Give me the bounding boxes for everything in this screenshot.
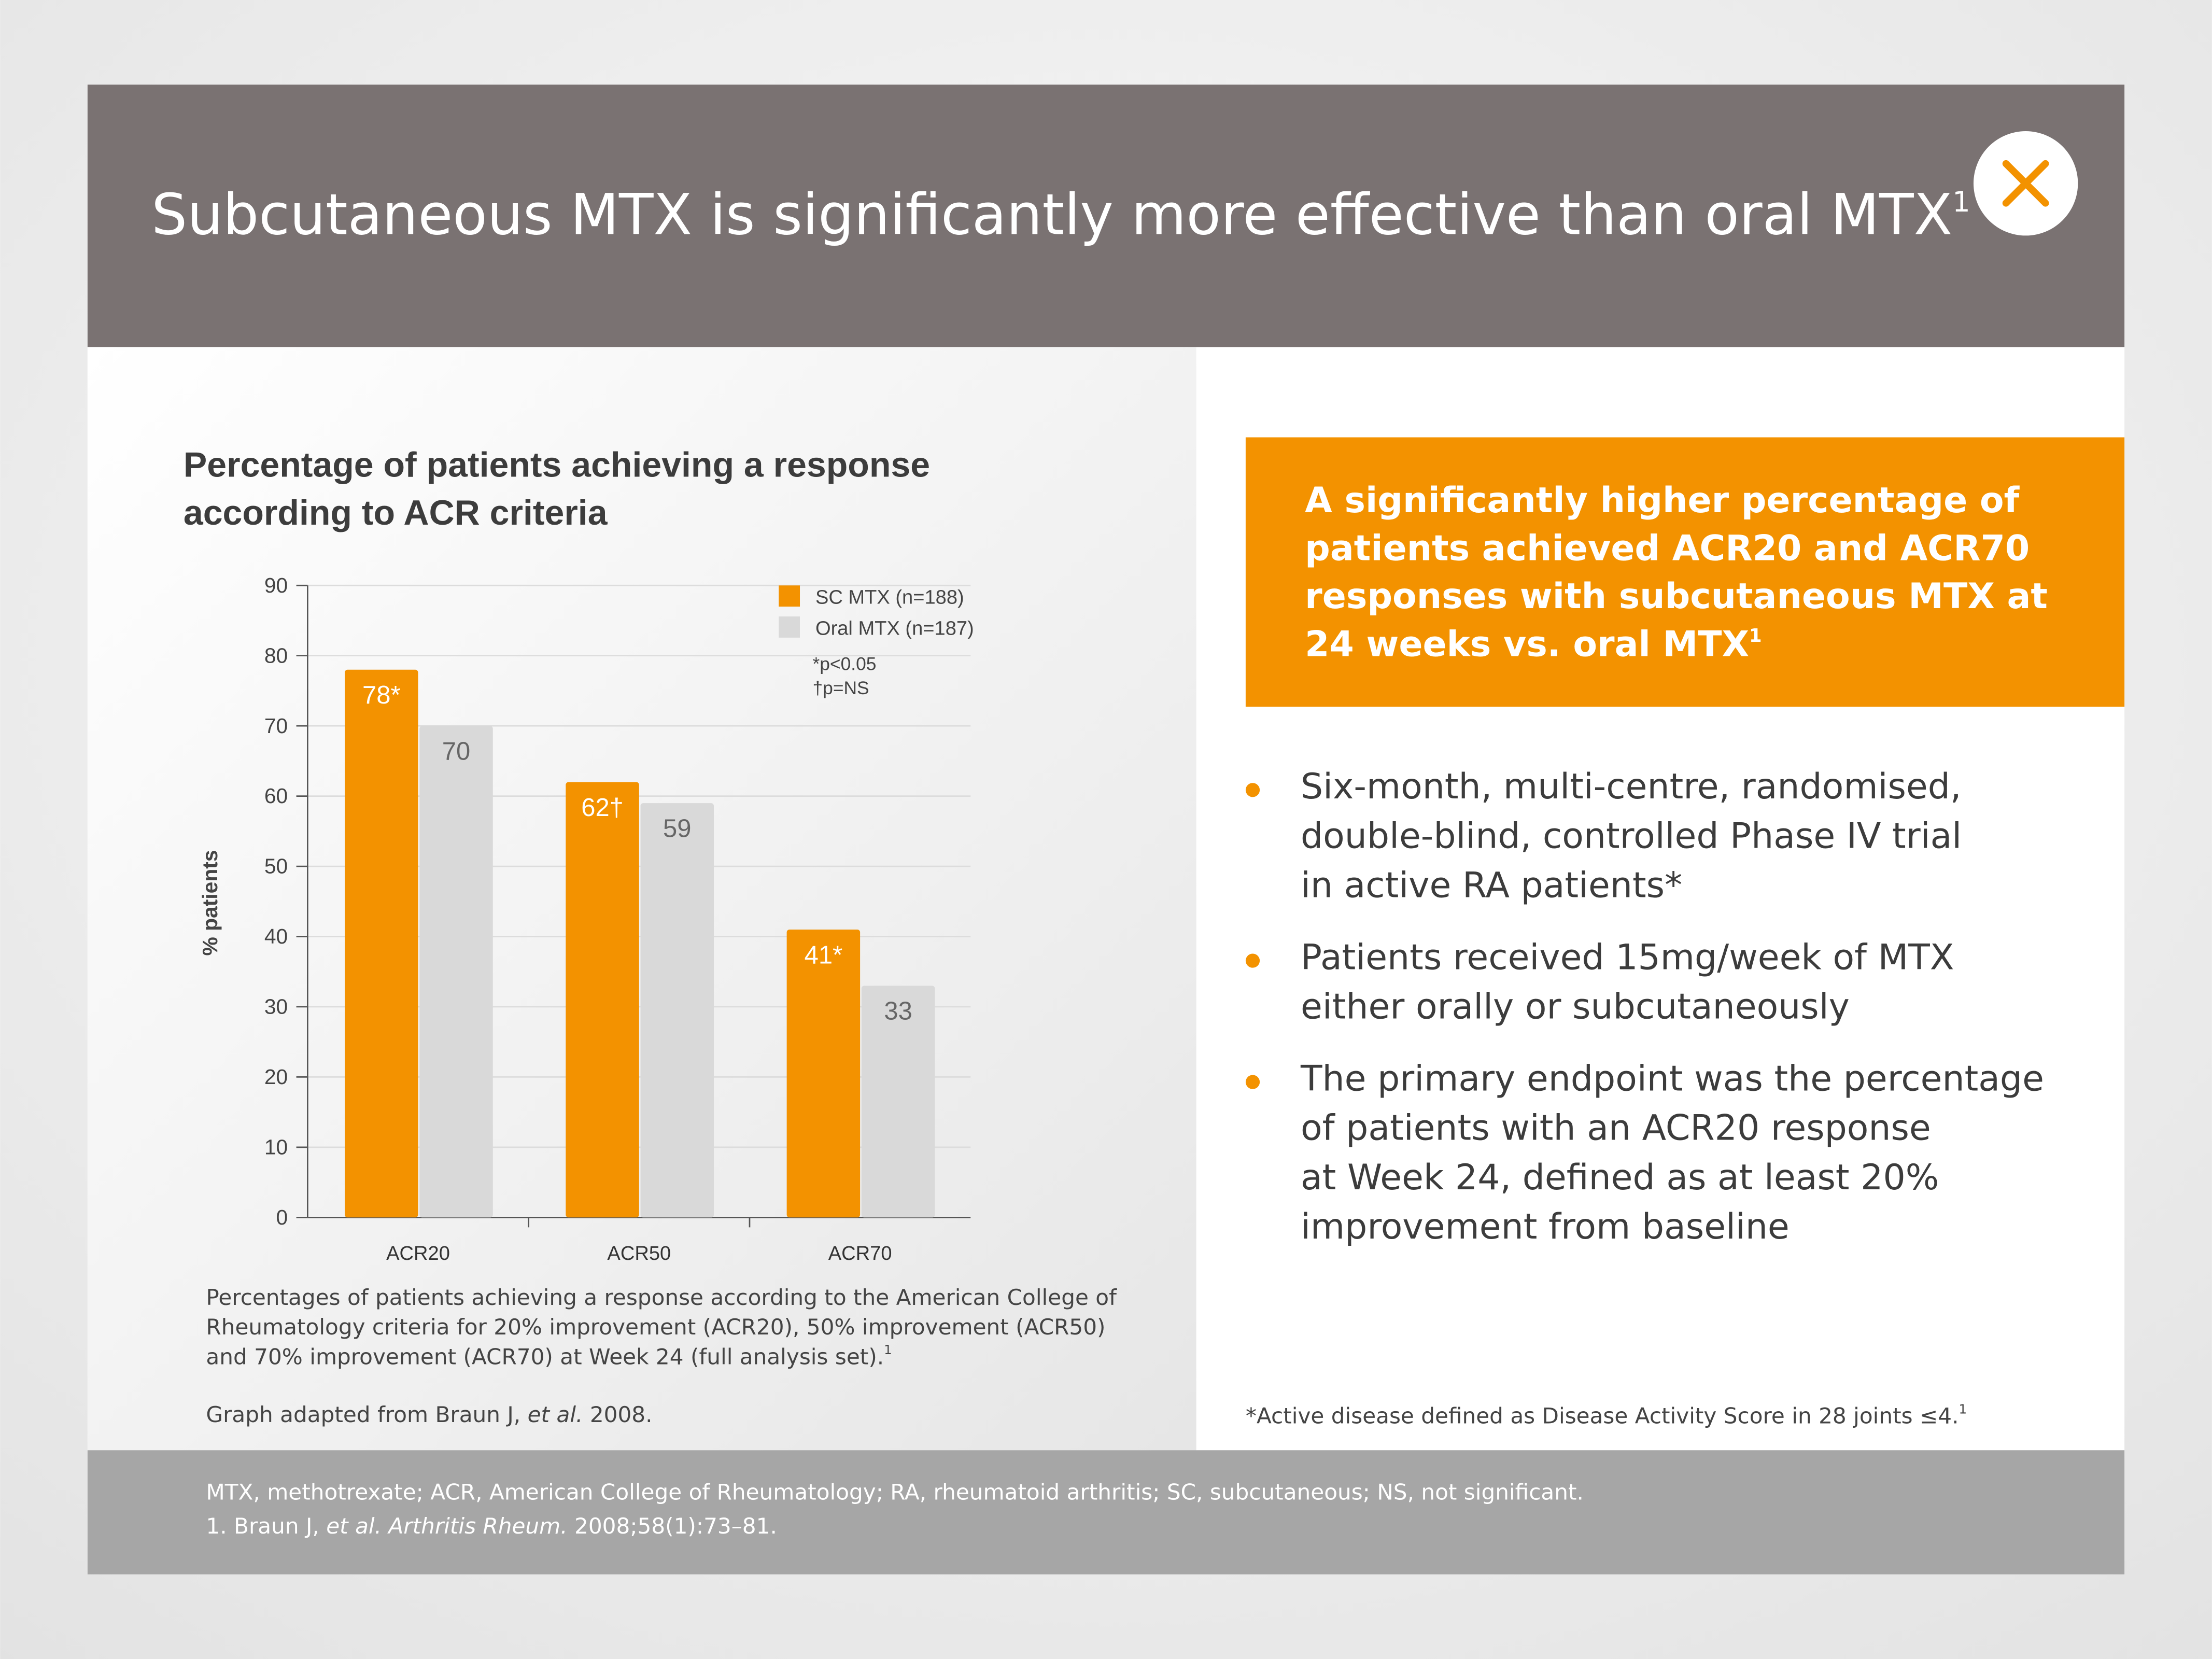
caption-line: Rheumatology criteria for 20% improvemen… xyxy=(206,1314,1105,1340)
bar xyxy=(345,669,418,1218)
bullet-text: at Week 24, defined as at least 20% xyxy=(1301,1157,1939,1198)
bar xyxy=(419,726,493,1218)
close-button[interactable] xyxy=(1973,131,2078,236)
x-tick-label: ACR20 xyxy=(386,1243,450,1264)
y-tick-label: 60 xyxy=(264,784,288,808)
highlight-text: patients achieved ACR20 and ACR70 xyxy=(1305,528,2030,569)
bullet-text: in active RA patients* xyxy=(1301,865,1682,906)
y-tick-label: 50 xyxy=(264,854,288,878)
value-label: 59 xyxy=(663,814,691,842)
y-tick-label: 0 xyxy=(276,1205,288,1229)
highlight-line: A significantly higher percentage of xyxy=(1305,480,2020,521)
reference-part: 1. Braun J, xyxy=(206,1513,326,1539)
highlight-text: responses with subcutaneous MTX at xyxy=(1305,576,2048,617)
bullet-text: double-blind, controlled Phase IV trial xyxy=(1301,816,1962,856)
caption-line: and 70% improvement (ACR70) at Week 24 (… xyxy=(206,1342,892,1369)
y-tick-label: 30 xyxy=(264,995,288,1019)
value-label: 78* xyxy=(362,681,401,709)
legend-note: *p<0.05 xyxy=(813,654,877,674)
bullet-text: of patients with an ACR20 response xyxy=(1301,1108,1931,1149)
legend-note: †p=NS xyxy=(813,678,869,698)
title-text: Subcutaneous MTX is significantly more e… xyxy=(151,182,1952,248)
bullet-dot xyxy=(1245,953,1260,968)
caption-text: Percentages of patients achieving a resp… xyxy=(206,1285,1117,1310)
highlight-line: 24 weeks vs. oral MTX1 xyxy=(1305,624,1762,665)
chart-title: Percentage of patients achieving a respo… xyxy=(184,445,930,485)
bullet-text: improvement from baseline xyxy=(1301,1206,1790,1247)
caption-text: Rheumatology criteria for 20% improvemen… xyxy=(206,1314,1105,1340)
value-label: 62† xyxy=(581,794,624,822)
y-tick-label: 20 xyxy=(264,1065,288,1089)
reference-part: et al. Arthritis Rheum. xyxy=(326,1513,567,1539)
legend-swatch xyxy=(779,585,800,607)
footnote-ref: 1 xyxy=(1959,1402,1967,1417)
close-icon[interactable] xyxy=(2002,160,2049,207)
bar xyxy=(566,782,639,1218)
chart: Percentage of patients achieving a respo… xyxy=(184,445,974,1264)
caption-ref: 1 xyxy=(884,1342,892,1357)
title-ref: 1 xyxy=(1952,185,1970,218)
highlight-line: patients achieved ACR20 and ACR70 xyxy=(1305,528,2030,569)
x-tick-label: ACR50 xyxy=(607,1243,671,1264)
legend-label: Oral MTX (n=187) xyxy=(815,617,974,639)
chart-title: according to ACR criteria xyxy=(184,493,608,532)
bar xyxy=(786,929,861,1218)
reference-part: 2008;58(1):73–81. xyxy=(568,1513,777,1539)
y-tick-label: 10 xyxy=(264,1135,288,1159)
graph-source: Graph adapted from Braun J, et al. 2008. xyxy=(206,1402,652,1427)
value-label: 70 xyxy=(442,737,470,765)
bullet-text: either orally or subcutaneously xyxy=(1301,987,1850,1028)
source-part: 2008. xyxy=(583,1402,652,1427)
footer-abbreviations: MTX, methotrexate; ACR, American College… xyxy=(206,1480,1583,1505)
bar xyxy=(861,986,935,1218)
footnote: *Active disease defined as Disease Activ… xyxy=(1246,1402,1967,1429)
bullet-dot xyxy=(1245,1075,1260,1089)
header-title: Subcutaneous MTX is significantly more e… xyxy=(151,182,1970,248)
highlight-text: 24 weeks vs. oral MTX xyxy=(1305,624,1749,665)
caption-line: Percentages of patients achieving a resp… xyxy=(206,1285,1117,1310)
bar xyxy=(640,803,714,1218)
y-axis-label: % patients xyxy=(198,850,222,955)
bullet-dot xyxy=(1245,783,1260,797)
y-tick-label: 90 xyxy=(264,573,288,597)
y-tick-label: 70 xyxy=(264,714,288,738)
value-label: 41* xyxy=(805,941,843,969)
footer xyxy=(87,1450,2125,1574)
x-tick-label: ACR70 xyxy=(828,1243,892,1264)
source-part: et al. xyxy=(528,1402,583,1427)
bullet-text: The primary endpoint was the percentage xyxy=(1300,1058,2044,1099)
header xyxy=(87,85,2125,347)
footer-reference: 1. Braun J, et al. Arthritis Rheum. 2008… xyxy=(206,1513,777,1539)
highlight-text: A significantly higher percentage of xyxy=(1305,480,2020,521)
legend-label: SC MTX (n=188) xyxy=(815,587,964,609)
y-tick-label: 40 xyxy=(264,924,288,948)
highlight-ref: 1 xyxy=(1749,625,1762,646)
value-label: 33 xyxy=(884,997,912,1025)
bullet-text: Six-month, multi-centre, randomised, xyxy=(1301,766,1962,807)
highlight-box xyxy=(1245,437,2125,707)
y-tick-label: 80 xyxy=(264,643,288,667)
legend-swatch xyxy=(779,616,800,638)
footnote-text: *Active disease defined as Disease Activ… xyxy=(1246,1403,1959,1429)
caption-text: and 70% improvement (ACR70) at Week 24 (… xyxy=(206,1344,884,1369)
highlight-line: responses with subcutaneous MTX at xyxy=(1305,576,2048,617)
content: Percentages of patients achieving a resp… xyxy=(206,480,2047,1539)
source-part: Graph adapted from Braun J, xyxy=(206,1402,527,1427)
bullet-text: Patients received 15mg/week of MTX xyxy=(1301,937,1954,978)
